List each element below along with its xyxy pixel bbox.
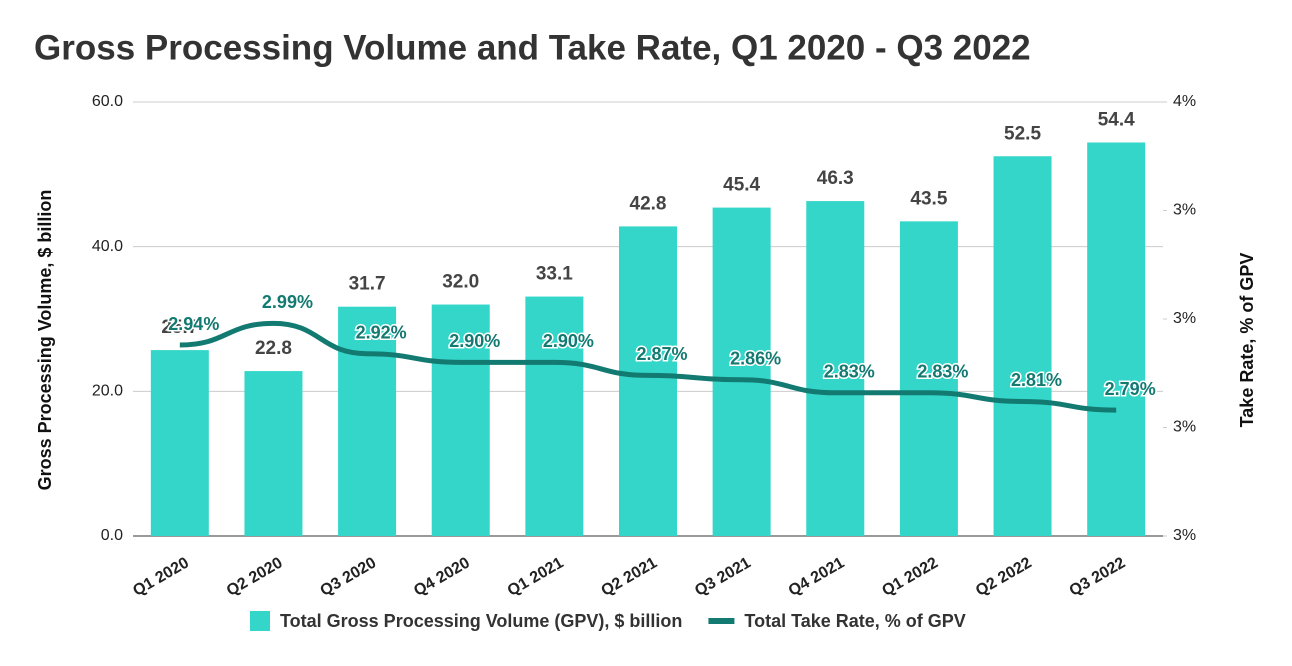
bar	[431, 304, 490, 536]
y2-axis-title: Take Rate, % of GPV	[1237, 253, 1257, 428]
data-label: 43.5	[910, 188, 947, 209]
y2-tick-label: 3%	[1173, 527, 1196, 544]
bar	[899, 221, 958, 536]
data-label: 45.4	[723, 175, 760, 196]
x-tick-label: Q2 2020	[224, 554, 286, 599]
y2-tick-label: 3%	[1173, 419, 1196, 436]
bar	[525, 296, 584, 536]
legend-label: Total Take Rate, % of GPV	[744, 611, 965, 631]
data-label: 31.7	[349, 274, 386, 295]
bar	[338, 306, 397, 536]
x-tick-label: Q2 2022	[973, 554, 1035, 599]
bar	[993, 156, 1052, 536]
data-label: 32.0	[442, 272, 479, 293]
data-label: 25.7	[161, 317, 198, 338]
line-label: 2.90%	[449, 331, 500, 351]
y2-tick-label: 4%	[1173, 93, 1196, 110]
data-label: 52.5	[1004, 123, 1041, 144]
data-label: 54.4	[1098, 110, 1135, 131]
data-label: 33.1	[536, 264, 573, 285]
bar	[712, 207, 771, 536]
bar	[244, 371, 303, 536]
bar	[1087, 142, 1146, 537]
line-label: 2.83%	[917, 362, 968, 382]
y-tick-label: 60.0	[92, 93, 123, 110]
line-label: 2.92%	[356, 322, 407, 342]
legend-swatch	[708, 618, 735, 624]
x-tick-label: Q4 2020	[411, 554, 473, 599]
line-label: 2.83%	[824, 362, 875, 382]
x-tick-label: Q3 2022	[1067, 554, 1129, 599]
y2-tick-label: 3%	[1173, 202, 1196, 219]
x-tick-label: Q3 2021	[692, 554, 754, 599]
data-label: 22.8	[255, 338, 292, 359]
x-tick-label: Q3 2020	[318, 554, 380, 599]
line-label: 2.86%	[730, 349, 781, 369]
y-tick-label: 20.0	[92, 383, 123, 400]
y-axis-title: Gross Processing Volume, $ billion	[35, 190, 55, 491]
line-label: 2.79%	[1105, 379, 1156, 399]
y-tick-label: 0.0	[101, 527, 123, 544]
bar	[619, 226, 677, 536]
x-tick-label: Q1 2022	[879, 554, 941, 599]
y-tick-label: 40.0	[92, 238, 123, 255]
chart-title: Gross Processing Volume and Take Rate, Q…	[34, 28, 1031, 67]
line-label: 2.81%	[1011, 370, 1062, 390]
legend-swatch	[250, 611, 270, 631]
x-tick-label: Q1 2021	[505, 554, 567, 599]
line-label: 2.94%	[168, 314, 219, 334]
x-tick-label: Q4 2021	[786, 554, 848, 599]
line-label: 2.99%	[262, 292, 313, 312]
x-tick-label: Q2 2021	[598, 554, 660, 599]
line-label: 2.90%	[543, 331, 594, 351]
bar	[150, 350, 209, 536]
line	[179, 320, 1117, 413]
y2-tick-label: 3%	[1173, 310, 1196, 327]
legend-label: Total Gross Processing Volume (GPV), $ b…	[280, 611, 682, 631]
bar	[806, 201, 865, 536]
line-label: 2.87%	[636, 344, 687, 364]
data-label: 42.8	[630, 193, 667, 214]
data-label: 46.3	[817, 168, 854, 189]
x-tick-label: Q1 2020	[130, 554, 192, 599]
